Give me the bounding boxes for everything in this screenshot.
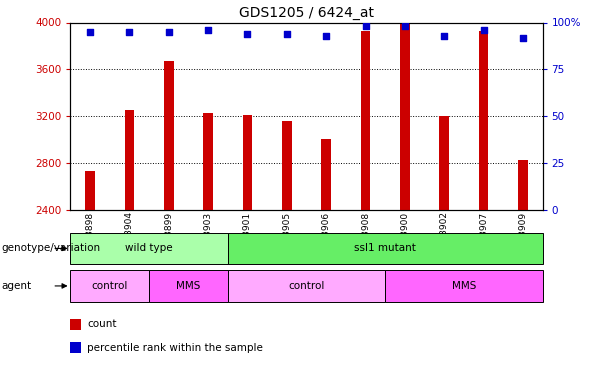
Point	[479, 27, 489, 33]
Bar	[243, 115, 253, 210]
Text: control: control	[91, 281, 128, 291]
Text: wild type: wild type	[125, 243, 173, 254]
Bar	[400, 22, 409, 210]
Bar	[149, 270, 228, 302]
Text: ssl1 mutant: ssl1 mutant	[354, 243, 416, 254]
Point	[243, 31, 253, 37]
Bar	[321, 138, 331, 210]
Bar	[228, 232, 543, 264]
Point	[518, 34, 528, 40]
Bar	[228, 270, 385, 302]
Point	[85, 29, 95, 35]
Bar	[124, 110, 134, 210]
Text: control: control	[288, 281, 325, 291]
Text: agent: agent	[1, 281, 31, 291]
Text: genotype/variation: genotype/variation	[1, 243, 101, 254]
Bar	[518, 160, 528, 210]
Point	[124, 29, 134, 35]
Point	[321, 33, 331, 39]
Text: percentile rank within the sample: percentile rank within the sample	[87, 343, 263, 353]
Bar	[70, 270, 149, 302]
Text: MMS: MMS	[452, 281, 476, 291]
Bar	[440, 116, 449, 210]
Bar	[479, 31, 489, 210]
Point	[440, 33, 449, 39]
Point	[360, 23, 370, 29]
Point	[282, 31, 292, 37]
Point	[204, 27, 213, 33]
Bar	[70, 319, 81, 330]
Text: MMS: MMS	[177, 281, 200, 291]
Bar	[282, 121, 292, 210]
Point	[164, 29, 173, 35]
Bar	[385, 270, 543, 302]
Point	[400, 23, 409, 29]
Bar	[164, 61, 173, 210]
Bar	[70, 342, 81, 353]
Text: count: count	[87, 320, 116, 329]
Bar	[85, 171, 95, 210]
Title: GDS1205 / 6424_at: GDS1205 / 6424_at	[239, 6, 374, 20]
Bar	[204, 113, 213, 210]
Bar	[70, 232, 228, 264]
Bar	[360, 31, 370, 210]
